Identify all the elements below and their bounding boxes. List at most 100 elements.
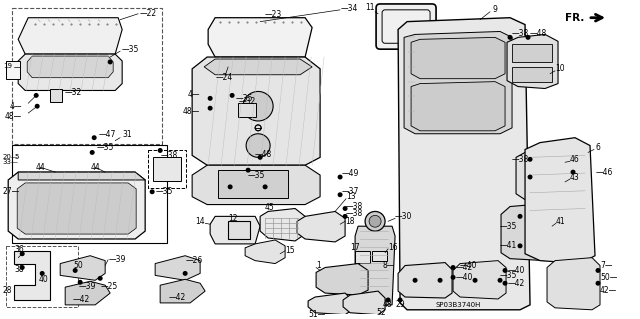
Text: 31: 31 bbox=[122, 130, 132, 139]
Polygon shape bbox=[501, 204, 555, 261]
Circle shape bbox=[73, 268, 77, 273]
Circle shape bbox=[595, 281, 600, 286]
Text: —48: —48 bbox=[530, 29, 547, 38]
Bar bbox=[148, 151, 186, 188]
Polygon shape bbox=[192, 57, 320, 165]
Text: —46: —46 bbox=[596, 167, 613, 177]
Text: —38: —38 bbox=[346, 209, 364, 218]
Text: 11: 11 bbox=[365, 4, 374, 12]
Polygon shape bbox=[17, 183, 136, 234]
Circle shape bbox=[40, 271, 45, 276]
Text: 18: 18 bbox=[345, 217, 355, 226]
Text: —24: —24 bbox=[215, 73, 232, 82]
Circle shape bbox=[20, 251, 25, 256]
Text: 33—: 33— bbox=[2, 159, 18, 165]
Circle shape bbox=[342, 206, 348, 211]
Text: FR.: FR. bbox=[565, 13, 584, 23]
Bar bbox=[6, 61, 20, 79]
Circle shape bbox=[246, 168, 251, 173]
Text: —38: —38 bbox=[160, 151, 177, 160]
Text: 51—: 51— bbox=[308, 310, 325, 319]
Text: —35: —35 bbox=[500, 271, 517, 280]
Text: 20—: 20— bbox=[2, 154, 18, 160]
Polygon shape bbox=[507, 34, 558, 88]
FancyBboxPatch shape bbox=[376, 4, 436, 49]
Circle shape bbox=[108, 60, 113, 64]
Bar bbox=[50, 88, 62, 102]
Text: 43: 43 bbox=[570, 173, 580, 182]
Text: 27—: 27— bbox=[2, 187, 19, 196]
Text: —35: —35 bbox=[96, 143, 113, 152]
Circle shape bbox=[262, 184, 268, 189]
Text: 52: 52 bbox=[376, 308, 386, 317]
Bar bbox=[355, 251, 370, 263]
Circle shape bbox=[337, 174, 342, 180]
Text: —30: —30 bbox=[395, 212, 412, 221]
Polygon shape bbox=[8, 172, 145, 239]
Text: 48—: 48— bbox=[5, 112, 22, 121]
Polygon shape bbox=[245, 240, 285, 263]
Polygon shape bbox=[316, 263, 368, 295]
Polygon shape bbox=[411, 37, 505, 79]
Polygon shape bbox=[160, 279, 205, 303]
Polygon shape bbox=[355, 226, 395, 305]
Text: 44: 44 bbox=[35, 163, 45, 172]
Text: 41: 41 bbox=[556, 217, 566, 226]
Circle shape bbox=[518, 214, 522, 219]
Polygon shape bbox=[308, 293, 352, 315]
Text: —42: —42 bbox=[508, 279, 525, 288]
Text: 15: 15 bbox=[285, 246, 295, 255]
Circle shape bbox=[34, 93, 38, 98]
Text: —39: —39 bbox=[78, 282, 95, 291]
Text: 6: 6 bbox=[595, 143, 600, 152]
Circle shape bbox=[246, 134, 270, 157]
Text: 38: 38 bbox=[14, 265, 24, 274]
Polygon shape bbox=[516, 147, 568, 203]
Circle shape bbox=[397, 298, 403, 302]
Bar bbox=[512, 67, 552, 82]
Circle shape bbox=[502, 268, 508, 273]
Polygon shape bbox=[65, 281, 110, 305]
Circle shape bbox=[258, 155, 262, 160]
Text: 8—: 8— bbox=[383, 261, 395, 270]
Circle shape bbox=[90, 150, 95, 155]
Circle shape bbox=[527, 174, 532, 180]
Polygon shape bbox=[204, 59, 312, 75]
Text: —37: —37 bbox=[342, 187, 360, 196]
Bar bbox=[372, 251, 387, 261]
Circle shape bbox=[20, 265, 25, 270]
Circle shape bbox=[207, 106, 212, 111]
Circle shape bbox=[35, 104, 40, 109]
Polygon shape bbox=[297, 211, 345, 242]
Bar bbox=[6, 246, 78, 307]
Circle shape bbox=[207, 96, 212, 101]
Circle shape bbox=[413, 278, 417, 283]
Text: 12: 12 bbox=[228, 214, 237, 223]
Text: —26: —26 bbox=[185, 256, 202, 265]
Polygon shape bbox=[14, 251, 50, 300]
Polygon shape bbox=[343, 291, 385, 315]
Circle shape bbox=[150, 189, 155, 194]
Bar bbox=[153, 157, 181, 181]
Text: 50—: 50— bbox=[600, 273, 618, 282]
Text: —32: —32 bbox=[64, 88, 81, 97]
Text: 45: 45 bbox=[265, 203, 275, 212]
Text: 44: 44 bbox=[90, 163, 100, 172]
Text: 17: 17 bbox=[350, 243, 360, 252]
Circle shape bbox=[337, 192, 342, 197]
Text: 4—: 4— bbox=[10, 102, 22, 111]
Text: —35: —35 bbox=[248, 171, 266, 180]
Text: 40: 40 bbox=[38, 275, 48, 284]
Text: 14: 14 bbox=[195, 217, 205, 226]
Circle shape bbox=[342, 214, 348, 219]
Circle shape bbox=[230, 93, 235, 98]
Text: —42: —42 bbox=[72, 295, 90, 304]
Text: 42—: 42— bbox=[600, 286, 617, 295]
Polygon shape bbox=[398, 18, 530, 310]
Text: —48: —48 bbox=[255, 150, 273, 159]
Bar bbox=[12, 8, 162, 144]
Circle shape bbox=[497, 278, 502, 283]
Polygon shape bbox=[411, 82, 505, 131]
Bar bbox=[12, 145, 167, 243]
Circle shape bbox=[472, 278, 477, 283]
